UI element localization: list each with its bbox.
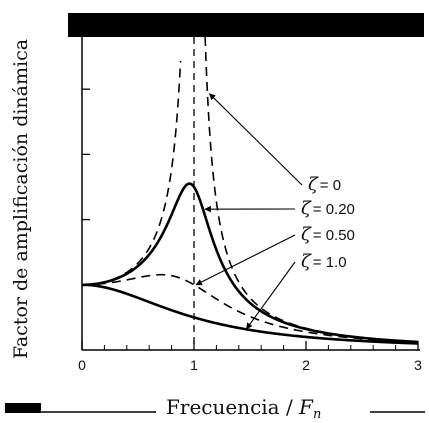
label-zeta-0-20: ζ = 0.20 [301,198,355,219]
x-tick-label: 1 [190,357,198,373]
label-zeta-0-50-value: = 0.50 [313,227,355,244]
x-tick-label: 3 [414,357,422,373]
label-zeta-1-0-arrow [245,261,296,330]
x-tick-label: 0 [78,357,86,373]
label-zeta-1-0-symbol: ζ [301,251,312,272]
y-axis-label: Factor de amplificación dinámica [10,39,32,359]
label-zeta-0-arrow [208,93,303,186]
label-zeta-0-symbol: ζ [308,174,319,195]
x-tick-label: 2 [302,357,310,373]
label-zeta-0-20-value: = 0.20 [313,201,355,218]
curve-zeta-1-0 [81,283,419,345]
label-zeta-1-0-value: = 1.0 [313,254,347,271]
x-axis-label-var: F [298,395,314,419]
label-zeta-0-50-arrow [195,234,296,286]
label-zeta-0-50: ζ = 0.50 [301,224,355,245]
bottom-black-block [5,403,41,413]
curve-zeta-0-20 [82,182,419,344]
label-zeta-0: ζ = 0 [308,174,341,195]
label-zeta-0-20-symbol: ζ [301,198,312,219]
x-axis-label: Frecuencia / Fn [166,395,321,422]
curve-group [81,36,419,350]
tick-group: 0 1 2 3 [78,88,422,373]
x-axis-label-sub: n [313,407,321,422]
curve-zeta-0-50 [82,273,419,344]
annotation-group: ζ = 0ζ = 0.20ζ = 0.50ζ = 1.0 [195,93,355,330]
label-zeta-1-0: ζ = 1.0 [301,251,347,272]
label-zeta-0-value: = 0 [320,177,341,194]
top-black-bar [68,13,424,37]
label-zeta-0-50-symbol: ζ [301,224,312,245]
x-axis-label-main: Frecuencia / [166,395,299,419]
